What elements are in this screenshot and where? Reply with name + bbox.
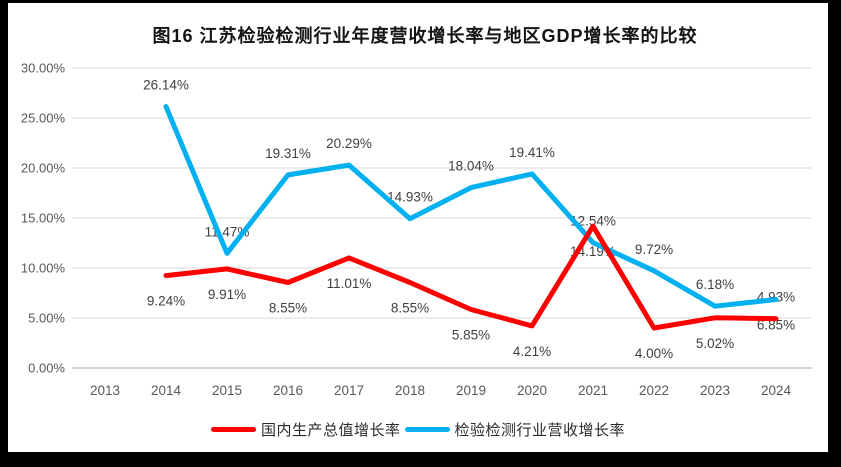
data-point-label: 20.29% [326, 136, 372, 151]
x-tick-label: 2017 [334, 383, 364, 398]
y-tick-label: 10.00% [21, 261, 66, 276]
data-point-label: 14.93% [387, 190, 433, 205]
data-point-label: 8.55% [391, 301, 429, 316]
data-point-label: 11.01% [327, 276, 372, 291]
x-tick-label: 2016 [273, 383, 303, 398]
gdp-line-swatch [210, 427, 256, 432]
data-point-label: 6.85% [757, 318, 795, 333]
industry-line [163, 104, 779, 309]
legend: 国内生产总值增长率 检验检测行业营收增长率 [8, 419, 828, 440]
data-point-label: 4.21% [513, 344, 551, 359]
data-point-label: 5.85% [452, 328, 490, 343]
data-point-label: 9.91% [208, 287, 246, 302]
x-tick-label: 2014 [151, 383, 182, 398]
industry-line-swatch [404, 427, 450, 432]
data-point-label: 9.24% [147, 294, 185, 309]
x-tick-label: 2019 [456, 383, 486, 398]
x-tick-label: 2020 [517, 383, 547, 398]
data-point-label: 26.14% [143, 78, 189, 93]
legend-label-industry: 检验检测行业营收增长率 [454, 422, 626, 439]
y-tick-label: 5.00% [28, 311, 65, 326]
data-point-label: 5.02% [696, 336, 734, 351]
x-tick-label: 2023 [700, 383, 730, 398]
data-point-label: 4.00% [635, 346, 673, 361]
data-point-label: 18.04% [448, 159, 494, 174]
chart-canvas: 0.00% 5.00% 10.00% 15.00% 20.00% 25.00% 30.00%… [21, 61, 812, 398]
data-point-label: 8.55% [269, 301, 307, 316]
y-tick-label: 20.00% [21, 161, 66, 176]
data-point-label: 19.31% [265, 146, 311, 161]
legend-item-gdp: 国内生产总值增长率 [210, 419, 401, 440]
x-tick-label: 2018 [395, 383, 425, 398]
legend-item-industry: 检验检测行业营收增长率 [404, 419, 626, 440]
x-tick-label: 2021 [578, 383, 608, 398]
chart-area: 图16 江苏检验检测行业年度营收增长率与地区GDP增长率的比较 0.00% 5.0… [8, 3, 828, 452]
y-tick-label: 0.00% [28, 361, 65, 376]
x-tick-label: 2022 [639, 383, 669, 398]
y-tick-label: 30.00% [21, 61, 66, 76]
legend-label-gdp: 国内生产总值增长率 [260, 422, 401, 439]
y-tick-label: 25.00% [21, 111, 66, 126]
x-tick-label: 2013 [90, 383, 120, 398]
x-tick-label: 2015 [212, 383, 242, 398]
gdp-line [163, 223, 779, 331]
y-tick-label: 15.00% [21, 211, 66, 226]
data-point-label: 9.72% [635, 242, 673, 257]
data-point-label: 19.41% [509, 145, 555, 160]
x-tick-label: 2024 [761, 383, 792, 398]
data-point-label: 12.54% [570, 214, 616, 229]
data-point-label: 6.18% [696, 277, 734, 292]
chart-title: 图16 江苏检验检测行业年度营收增长率与地区GDP增长率的比较 [152, 26, 698, 46]
